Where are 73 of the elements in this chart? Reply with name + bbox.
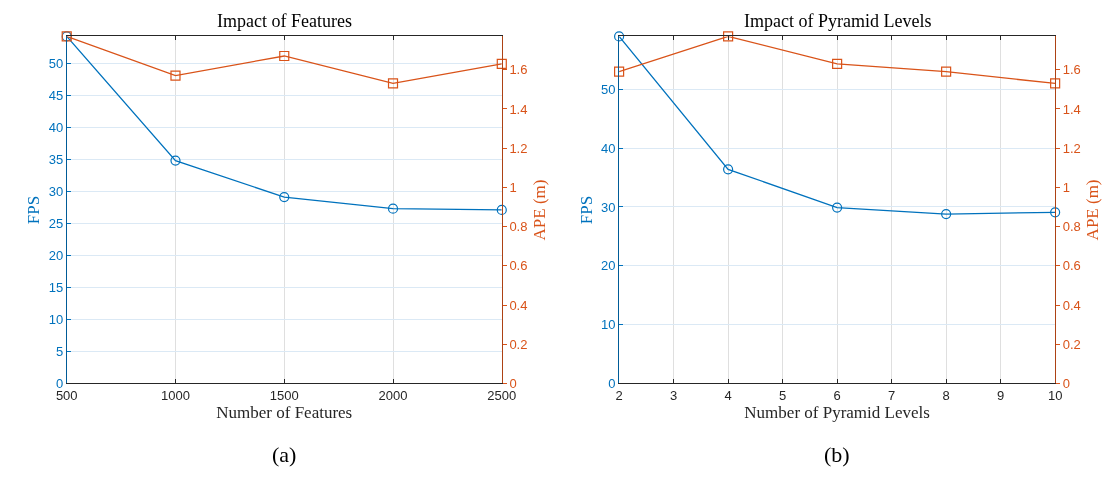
y-axis-title: FPS <box>576 195 596 225</box>
x-axis-title: Number of Features <box>216 403 353 423</box>
y2-tick-label: 1.6 <box>509 62 528 78</box>
x-tick-label: 8 <box>942 388 950 404</box>
point <box>614 66 625 77</box>
y2-tick-label: 1 <box>1062 179 1070 195</box>
x-tick-label: 6 <box>833 388 841 404</box>
text: (b) <box>824 442 850 467</box>
y-tick-label: 15 <box>48 279 64 295</box>
point <box>496 58 507 69</box>
x-tick-label: 1000 <box>161 388 190 404</box>
y2-tick-label: 1.2 <box>1062 140 1081 156</box>
y-tick-label: 25 <box>48 215 64 231</box>
y2-tick-label: 0.4 <box>509 297 528 313</box>
y2-tick-label: 0.2 <box>1062 336 1081 352</box>
y-tick-label: 20 <box>601 258 616 274</box>
point <box>387 203 399 214</box>
y2-tick-label: 1.2 <box>509 140 528 156</box>
x-tick-label: 1500 <box>269 388 299 404</box>
y-tick-label: 10 <box>601 317 616 333</box>
point <box>279 50 290 62</box>
y-tick-label: 30 <box>601 199 616 215</box>
point <box>279 192 290 203</box>
y-tick-label: 50 <box>601 81 616 97</box>
x-axis-title: Number of Pyramid Levels <box>744 403 930 423</box>
y2-tick-label: 1.4 <box>1062 101 1081 117</box>
x-tick-label: 5 <box>779 388 787 404</box>
y-tick-label: 45 <box>48 87 64 103</box>
y-tick-label: 40 <box>601 140 616 156</box>
point <box>723 164 734 175</box>
point <box>832 58 843 69</box>
y2-tick-label: 1 <box>509 179 517 195</box>
point <box>1050 78 1061 89</box>
y2-tick-label: 0.8 <box>509 219 528 235</box>
y-tick-label: 20 <box>48 247 64 263</box>
y-tick-label: 50 <box>48 55 64 71</box>
y-tick-label: 35 <box>48 151 64 167</box>
y-tick-label: 30 <box>48 183 64 199</box>
point <box>170 70 181 81</box>
y2-tick-label: 1.6 <box>1062 62 1081 78</box>
y2-tick-label: 0.4 <box>1062 297 1081 313</box>
x-tick-label: 4 <box>724 388 732 404</box>
point <box>387 78 399 89</box>
y2-tick-label: 1.4 <box>509 101 528 117</box>
y2-tick-label: 0 <box>1062 376 1070 392</box>
y-tick-label: 10 <box>48 311 64 327</box>
y2-axis-title: APE (m) <box>529 179 549 241</box>
y2-axis-title: APE (m) <box>1083 179 1103 241</box>
chart-title: Impact of Features <box>217 11 352 31</box>
chart-title: Impact of Pyramid Levels <box>744 11 932 31</box>
point <box>614 31 625 42</box>
y2-tick-label: 0.2 <box>509 336 528 352</box>
x-tick-label: 7 <box>888 388 896 404</box>
y2-tick-label: 0.6 <box>509 258 528 274</box>
x-tick-label: 2 <box>615 388 623 404</box>
y-axis-title: FPS <box>24 195 44 225</box>
point <box>941 208 952 220</box>
x-tick-label: 2000 <box>378 388 408 404</box>
x-tick-label: 10 <box>1047 388 1063 404</box>
point <box>170 155 181 166</box>
point <box>723 31 734 42</box>
y2-tick-label: 0.8 <box>1062 219 1081 235</box>
point <box>1050 207 1061 218</box>
y2-tick-label: 0.6 <box>1062 258 1081 274</box>
point <box>832 202 843 213</box>
y-tick-label: 40 <box>48 119 64 135</box>
point <box>496 204 507 216</box>
point <box>941 66 952 77</box>
y-tick-label: 0 <box>608 376 616 392</box>
x-tick-label: 9 <box>997 388 1005 404</box>
text: (a) <box>272 442 297 467</box>
y-tick-label: 5 <box>55 344 64 360</box>
x-tick-label: 3 <box>669 388 678 404</box>
